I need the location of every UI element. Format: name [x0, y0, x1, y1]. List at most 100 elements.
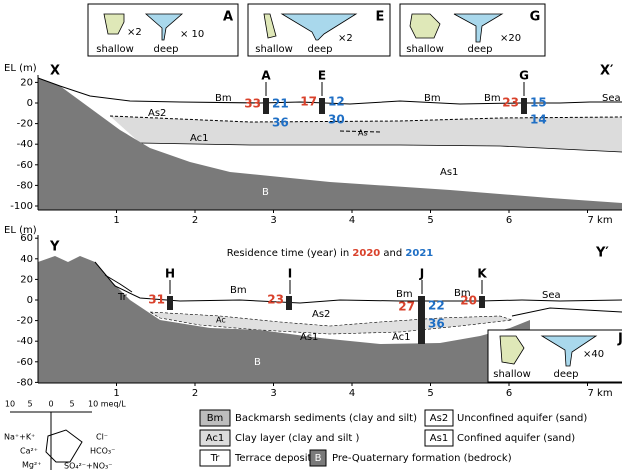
legend-code: Ac1 [206, 433, 225, 444]
section-start: X [50, 64, 60, 79]
legend-text: Terrace deposit [234, 453, 312, 464]
residence-time: 17 [300, 95, 317, 109]
well [418, 296, 425, 344]
x-tick-label: 5 [427, 215, 433, 226]
shallow-label: shallow [493, 369, 531, 380]
sea-floor [512, 308, 622, 316]
stratum: Ac1 [392, 332, 411, 343]
x-tick-label: 3 [270, 388, 276, 399]
legend-code: As1 [430, 433, 448, 444]
legend-text: Pre-Quaternary formation (bedrock) [332, 453, 512, 464]
x-tick-label: 2 [192, 388, 198, 399]
residence-time: 15 [530, 96, 547, 110]
scale: ×20 [500, 33, 521, 44]
y-tick-label: 0 [27, 295, 33, 306]
residence-time: 31 [148, 293, 165, 307]
y-tick-label: -60 [17, 160, 33, 171]
y-tick-label: -80 [17, 377, 33, 388]
stratum: Tr [117, 292, 128, 303]
stratum: Bm [424, 93, 441, 104]
y-tick-label: 0 [27, 98, 33, 109]
x-tick-label: 1 [113, 215, 119, 226]
annotation-text: Residence time (year) in [227, 248, 353, 259]
legend-text: Unconfined aquifer (sand) [457, 413, 587, 424]
residence-time: 36 [428, 317, 445, 331]
site-label: A [223, 10, 233, 25]
residence-time: 12 [328, 95, 345, 109]
x-tick-label: 3 [270, 215, 276, 226]
stratum: Ac [216, 316, 226, 325]
legend-text: Backmarsh sediments (clay and silt) [235, 413, 417, 424]
well [167, 296, 173, 310]
stratum: Bm [230, 285, 247, 296]
ion-label: Na⁺+K⁺ [4, 433, 35, 442]
residence-time: 30 [328, 113, 345, 127]
scale: ×40 [583, 349, 604, 360]
stratum: B [262, 187, 269, 198]
x-tick-label: 5 [427, 388, 433, 399]
ion-label: Mg²⁺ [22, 461, 41, 470]
site-label: J [617, 332, 622, 347]
x-tick-label: 2 [192, 215, 198, 226]
stratum: As1 [300, 332, 318, 343]
y-tick-label: 20 [20, 274, 33, 285]
site-label: G [530, 10, 541, 25]
legend-text: Confined aquifer (sand) [457, 433, 575, 444]
x-tick-label: 7 km [588, 215, 613, 226]
section-y: EL (m) Y Y′ Residence time (year) in 202… [4, 225, 622, 383]
site-label: G [519, 69, 529, 83]
annotation-text: and [380, 248, 405, 259]
y-tick-label: 40 [20, 254, 33, 265]
stiff-legend: 10 5 0 5 10 meq/L Na⁺+K⁺ Cl⁻ Ca²⁺ HCO₃⁻ … [4, 400, 126, 471]
stratum: B [254, 357, 261, 368]
ion-label: Cl⁻ [96, 433, 108, 442]
y-tick-label: 60 [20, 233, 33, 244]
figure: A ×2 × 10 shallow deep E ×2 shallow deep… [0, 0, 622, 473]
legend-text: Clay layer (clay and silt ) [235, 433, 360, 444]
stratum: Bm [396, 289, 413, 300]
residence-time: 36 [272, 116, 289, 130]
deep-label: deep [554, 369, 579, 380]
y-tick-label: -100 [10, 201, 33, 212]
scale-label: 10 meq/L [88, 400, 126, 409]
stratum: Ac1 [190, 133, 209, 144]
y-tick-label: -60 [17, 357, 33, 368]
stratum: As1 [440, 167, 458, 178]
x-tick-label: 6 [506, 388, 512, 399]
deep-label: deep [308, 44, 333, 55]
stratum: Sea [542, 290, 561, 301]
site-label: H [165, 267, 175, 281]
site-label: J [419, 267, 424, 281]
stratum: Sea [602, 93, 621, 104]
residence-time: 21 [272, 97, 289, 111]
residence-time: 23 [502, 96, 519, 110]
y-tick-label: -20 [17, 119, 33, 130]
shallow-label: shallow [96, 44, 134, 55]
annotation: Residence time (year) in 2020 and 2021 [227, 248, 434, 259]
scale: ×2 [338, 33, 353, 44]
scale-label: 0 [48, 400, 53, 409]
stratum: Bm [454, 288, 471, 299]
section-end: X′ [600, 64, 614, 79]
legend-code: B [315, 453, 322, 464]
ion-label: Ca²⁺ [20, 447, 38, 456]
well [479, 296, 485, 308]
well [521, 98, 527, 114]
sample-legend: A ×2 × 10 shallow deep E ×2 shallow deep… [88, 4, 545, 56]
deep-label: deep [154, 44, 179, 55]
legend-code: Bm [207, 413, 224, 424]
deep-label: deep [468, 44, 493, 55]
y-tick-label: 20 [20, 77, 33, 88]
well [286, 296, 292, 310]
year-2021: 2021 [405, 248, 433, 259]
year-2020: 2020 [352, 248, 380, 259]
site-label: E [376, 10, 385, 25]
x-tick-label: 7 km [588, 388, 613, 399]
residence-time: 22 [428, 299, 445, 313]
section-x: EL (m) X X′ A 33 21 36 E 17 12 30 G 23 1… [4, 63, 622, 210]
site-label: E [318, 69, 326, 83]
legend-code: Tr [210, 453, 221, 464]
y-tick-label: -20 [17, 316, 33, 327]
residence-time: 23 [267, 293, 284, 307]
residence-time: 14 [530, 113, 547, 127]
